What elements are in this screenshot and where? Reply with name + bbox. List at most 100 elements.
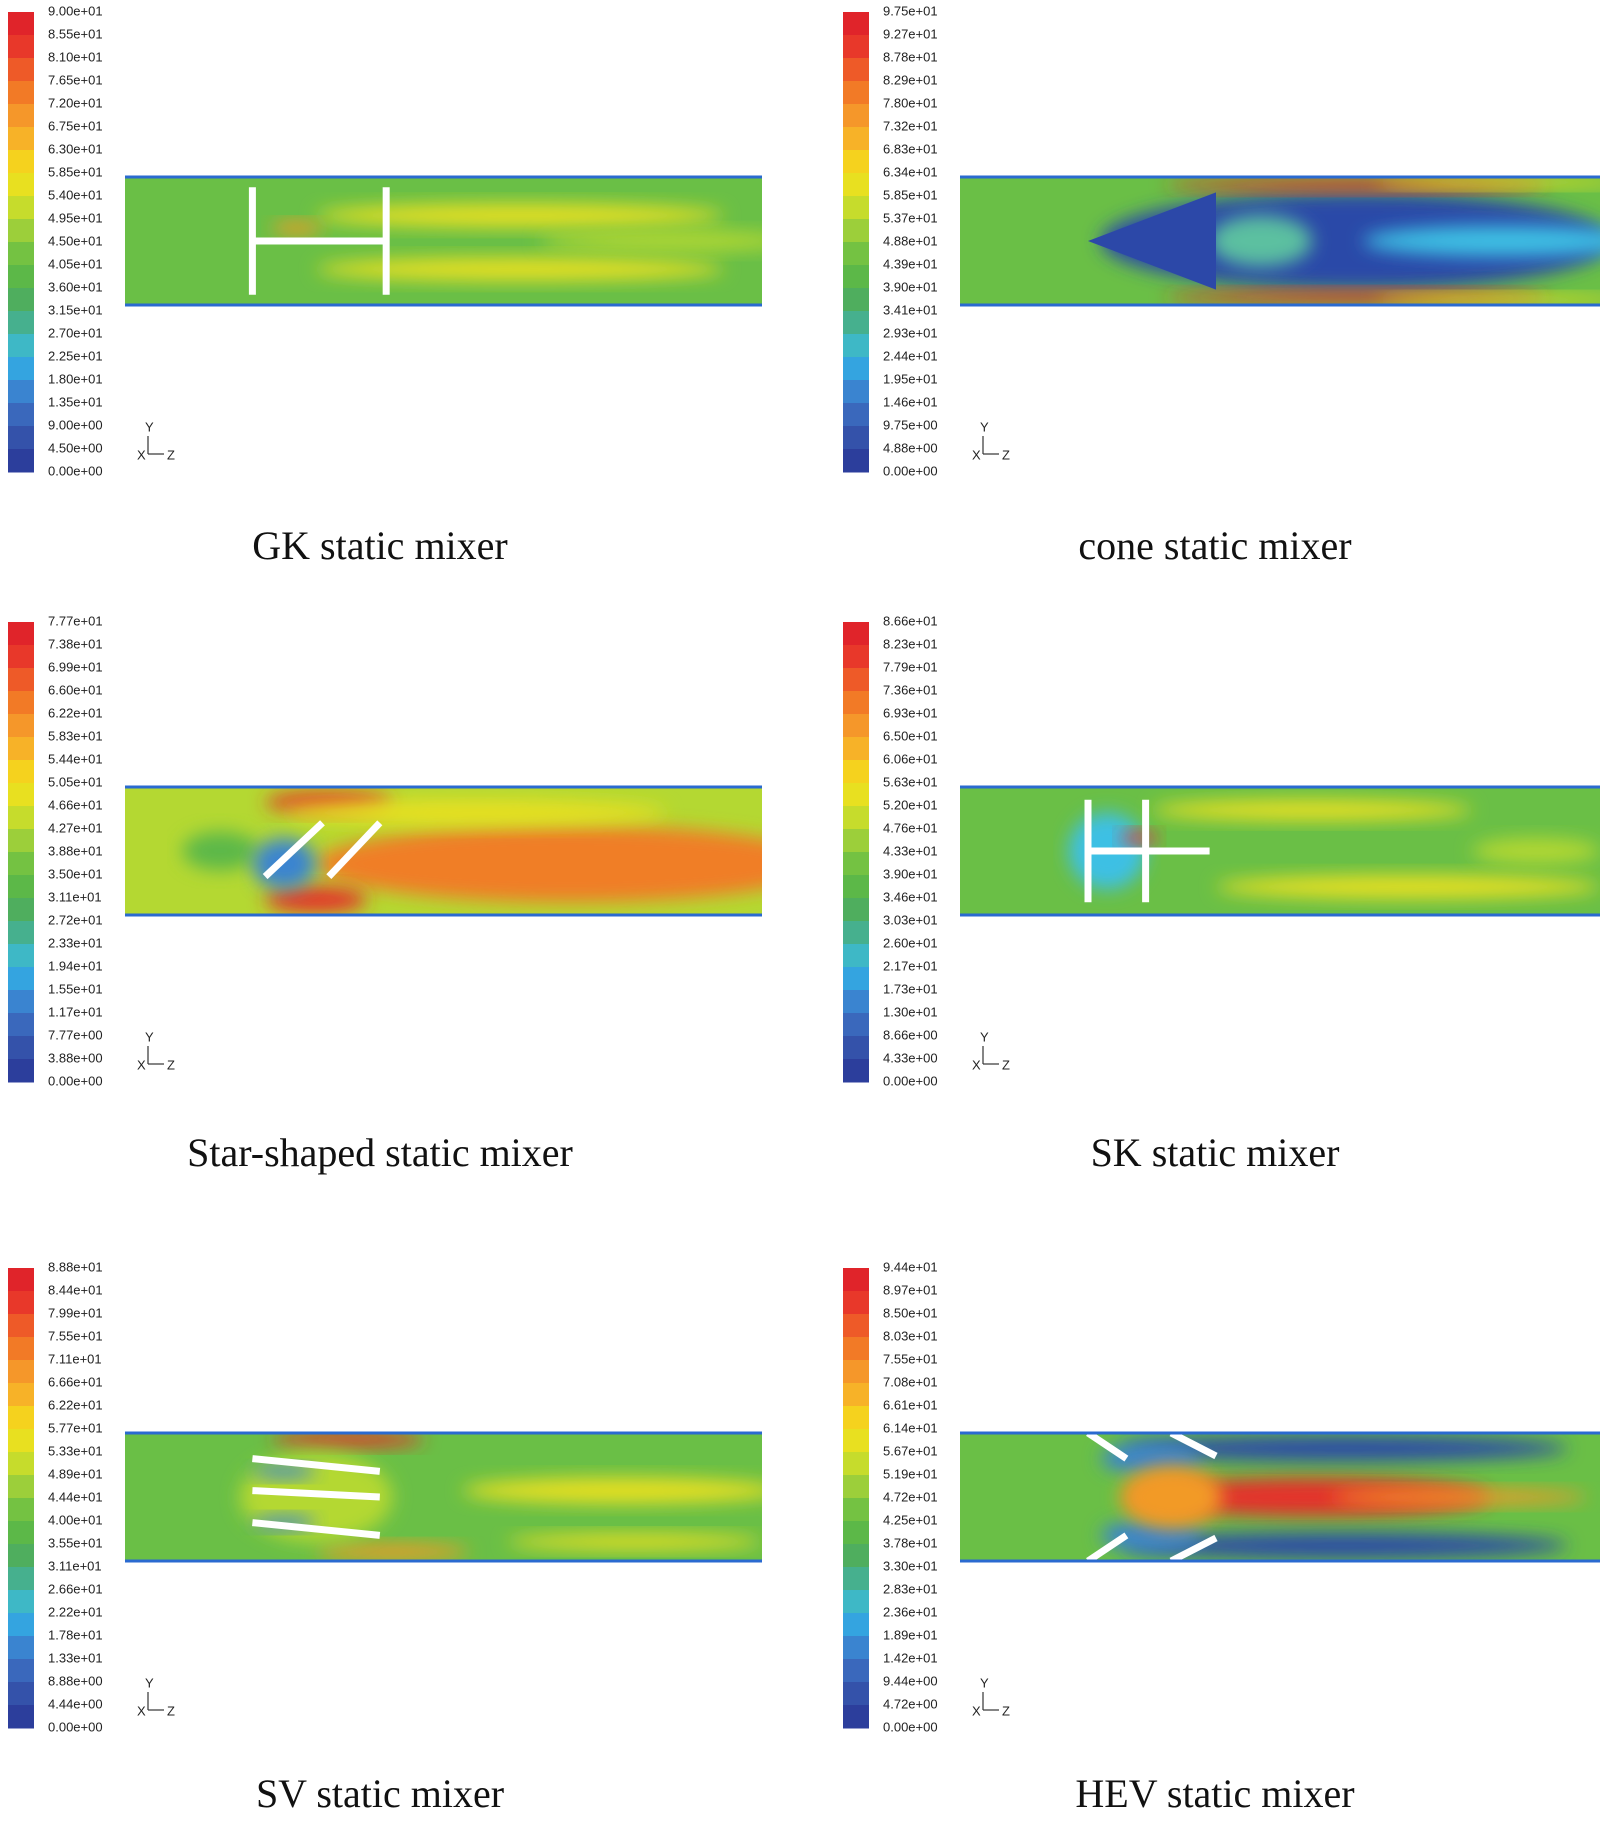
contour-field	[125, 177, 762, 305]
colorbar-label: 3.78e+01	[883, 1535, 938, 1550]
colorbar-swatch	[8, 1059, 34, 1083]
colorbar-swatch	[843, 81, 869, 105]
colorbar-label: 8.55e+01	[48, 26, 103, 41]
colorbar-swatch	[8, 1498, 34, 1522]
axis-label: Y	[980, 1675, 989, 1690]
colorbar-label: 2.25e+01	[48, 348, 103, 363]
panel-title: HEV static mixer	[1075, 1771, 1354, 1816]
colorbar-label: 6.06e+01	[883, 751, 938, 766]
colorbar-label: 6.22e+01	[48, 1397, 103, 1412]
colorbar-swatch	[843, 334, 869, 358]
colorbar-swatch	[843, 1337, 869, 1361]
colorbar-swatch	[843, 242, 869, 266]
panel: 9.75e+01 9.27e+01 8.78e+01 8.29e+01 7.80e+01…	[843, 3, 1600, 568]
colorbar-swatch	[843, 35, 869, 59]
colorbar-swatch	[843, 1613, 869, 1637]
colorbar-label: 4.33e+00	[883, 1050, 938, 1065]
colorbar-swatch	[8, 1521, 34, 1545]
colorbar-label: 2.60e+01	[883, 935, 938, 950]
colorbar-label: 2.93e+01	[883, 325, 938, 340]
panel: 9.44e+01 8.97e+01 8.50e+01 8.03e+01 7.55e+01…	[843, 1259, 1600, 1816]
axis-label: Y	[145, 419, 154, 434]
contour-region	[316, 257, 724, 281]
colorbar-swatch	[843, 829, 869, 853]
colorbar-swatch	[843, 783, 869, 807]
colorbar-label: 1.33e+01	[48, 1650, 103, 1665]
colorbar-label: 1.80e+01	[48, 371, 103, 386]
colorbar-swatch	[843, 944, 869, 968]
colorbar-swatch	[8, 921, 34, 945]
colorbar-swatch	[8, 737, 34, 761]
mixer-element	[262, 820, 325, 880]
colorbar-swatch	[843, 265, 869, 289]
colorbar-label: 7.79e+01	[883, 659, 938, 674]
colorbar-swatch	[8, 1036, 34, 1060]
contour-region	[1376, 294, 1600, 305]
colorbar-swatch	[8, 12, 34, 36]
colorbar-label: 5.83e+01	[48, 728, 103, 743]
colorbar-label: 3.03e+01	[883, 912, 938, 927]
colorbar-label: 6.22e+01	[48, 705, 103, 720]
colorbar-label: 0.00e+00	[883, 1719, 938, 1734]
colorbar-label: 9.44e+01	[883, 1259, 938, 1274]
colorbar-swatch	[8, 1659, 34, 1683]
colorbar-swatch	[8, 829, 34, 853]
colorbar-swatch	[843, 1567, 869, 1591]
colorbar-swatch	[8, 449, 34, 473]
contour-field	[960, 177, 1600, 305]
colorbar-swatch	[843, 1475, 869, 1499]
colorbar-swatch	[8, 967, 34, 991]
colorbar-label: 3.30e+01	[883, 1558, 938, 1573]
axis-label: X	[137, 1703, 146, 1718]
colorbar-swatch	[843, 127, 869, 151]
colorbar-swatch	[843, 1268, 869, 1292]
colorbar-label: 6.75e+01	[48, 118, 103, 133]
colorbar-swatch	[8, 265, 34, 289]
colorbar-swatch	[8, 1636, 34, 1660]
colorbar-swatch	[8, 760, 34, 784]
axis-label: X	[972, 1057, 981, 1072]
colorbar-swatch	[843, 104, 869, 128]
contour-region	[1472, 838, 1600, 864]
colorbar-label: 3.90e+01	[883, 279, 938, 294]
colorbar-label: 4.50e+01	[48, 233, 103, 248]
colorbar-swatch	[843, 1498, 869, 1522]
colorbar-swatch	[843, 196, 869, 220]
contour-field	[125, 1433, 762, 1561]
colorbar-swatch	[843, 1705, 869, 1729]
colorbar-label: 4.27e+01	[48, 820, 103, 835]
colorbar-swatch	[8, 1544, 34, 1568]
colorbar-swatch	[843, 426, 869, 450]
colorbar-swatch	[843, 1036, 869, 1060]
colorbar-swatch	[8, 81, 34, 105]
colorbar-label: 7.32e+01	[883, 118, 938, 133]
colorbar-label: 7.36e+01	[883, 682, 938, 697]
colorbar-swatch	[8, 1291, 34, 1315]
contour-field	[125, 787, 762, 915]
axis-label: Z	[1002, 1703, 1010, 1718]
colorbar-swatch	[8, 1613, 34, 1637]
axis-label: Y	[980, 1029, 989, 1044]
colorbar-label: 5.40e+01	[48, 187, 103, 202]
panel: 7.77e+01 7.38e+01 6.99e+01 6.60e+01 6.22e+01…	[8, 613, 762, 1175]
colorbar-label: 8.97e+01	[883, 1282, 938, 1297]
colorbar-swatch	[8, 196, 34, 220]
colorbar-swatch	[8, 1705, 34, 1729]
colorbar-swatch	[8, 288, 34, 312]
colorbar-swatch	[8, 1590, 34, 1614]
colorbar-swatch	[843, 1590, 869, 1614]
colorbar-label: 8.03e+01	[883, 1328, 938, 1343]
panel: 8.88e+01 8.44e+01 7.99e+01 7.55e+01 7.11e+01…	[8, 1259, 762, 1816]
colorbar-label: 4.44e+01	[48, 1489, 103, 1504]
colorbar-label: 1.35e+01	[48, 394, 103, 409]
panel-title: cone static mixer	[1078, 523, 1351, 568]
colorbar-label: 8.50e+01	[883, 1305, 938, 1320]
colorbar-swatch	[843, 622, 869, 646]
colorbar-label: 4.39e+01	[883, 256, 938, 271]
colorbar-swatch	[8, 1383, 34, 1407]
colorbar-label: 9.00e+01	[48, 3, 103, 18]
colorbar-label: 3.11e+01	[48, 1558, 102, 1573]
colorbar-label: 8.66e+00	[883, 1027, 938, 1042]
contour-region	[1331, 1489, 1588, 1505]
